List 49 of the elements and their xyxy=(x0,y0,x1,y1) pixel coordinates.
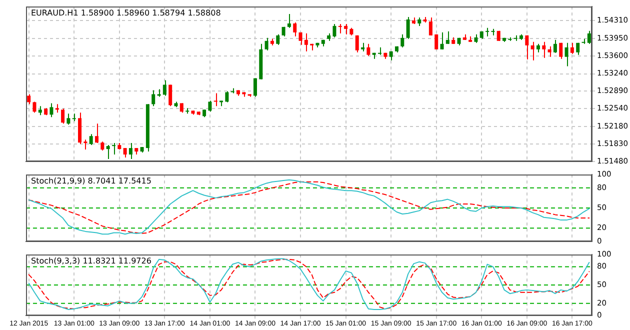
candlestick xyxy=(276,34,280,46)
candlestick xyxy=(570,42,574,54)
candlestick xyxy=(94,123,99,144)
candlestick xyxy=(253,78,257,98)
candlestick xyxy=(428,16,432,36)
candlestick xyxy=(446,30,450,44)
candlestick xyxy=(123,148,127,158)
candlestick xyxy=(434,34,438,50)
candlestick xyxy=(400,34,404,48)
candlestick xyxy=(128,142,132,160)
candlestick xyxy=(548,46,552,58)
candlestick xyxy=(152,90,156,107)
candlestick xyxy=(214,92,218,107)
candlestick xyxy=(344,23,348,35)
candlestick xyxy=(27,94,31,105)
candlestick xyxy=(542,41,546,58)
candlestick xyxy=(32,101,36,114)
candlestick xyxy=(332,23,336,38)
candlestick xyxy=(525,34,529,60)
candlestick xyxy=(406,16,410,40)
candlestick xyxy=(208,100,212,112)
candlestick xyxy=(264,37,268,51)
candlestick xyxy=(84,139,88,150)
candlestick xyxy=(225,90,229,103)
candlestick xyxy=(180,102,184,114)
candlestick xyxy=(293,22,297,37)
candlestick xyxy=(559,42,563,60)
chart-title: EURAUD.H1 1.58900 1.58960 1.58794 1.58808 xyxy=(31,8,221,18)
candlestick xyxy=(366,43,370,56)
candlestick xyxy=(106,144,110,160)
candlestick xyxy=(112,142,116,156)
candlestick xyxy=(66,113,70,126)
candlestick xyxy=(162,80,166,96)
candlestick xyxy=(530,41,534,61)
candlestick xyxy=(338,23,342,34)
candlestick xyxy=(440,32,444,50)
candlestick xyxy=(304,32,308,52)
chart-title: Stoch(9,3,3) 11.8321 11.9726 xyxy=(31,256,152,266)
candlestick xyxy=(564,42,568,67)
candlestick xyxy=(287,13,291,28)
candlestick xyxy=(50,102,54,118)
candlestick xyxy=(553,39,557,54)
candlestick xyxy=(89,134,93,146)
chart-title: Stoch(21,9,9) 8.7041 17.5415 xyxy=(31,176,152,186)
candlestick xyxy=(587,30,591,44)
candlestick xyxy=(61,108,65,124)
candlestick xyxy=(168,84,172,107)
candlestick xyxy=(298,32,302,46)
candlestick xyxy=(355,34,359,53)
